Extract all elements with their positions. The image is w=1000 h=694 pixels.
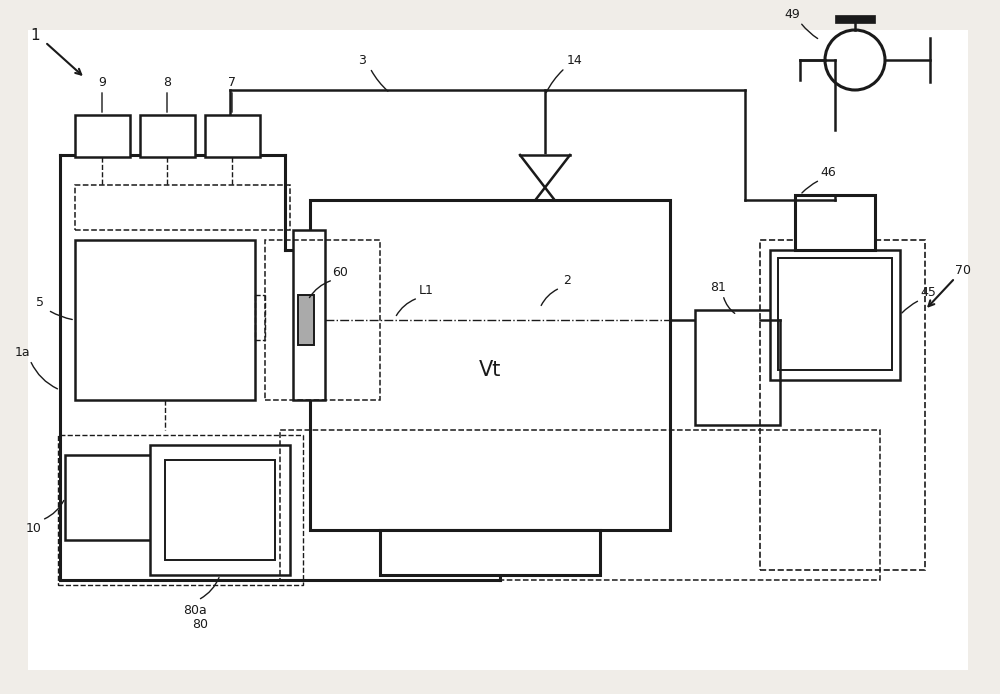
- Bar: [795, 195, 875, 250]
- Text: 45: 45: [920, 285, 936, 298]
- Bar: [835, 15, 875, 23]
- Text: 10: 10: [26, 521, 42, 534]
- Bar: [280, 430, 880, 580]
- Text: 46: 46: [820, 165, 836, 178]
- Text: 60: 60: [332, 266, 348, 278]
- Bar: [293, 230, 325, 400]
- Text: 1: 1: [30, 28, 40, 42]
- Text: 80: 80: [192, 618, 208, 632]
- Bar: [140, 115, 195, 157]
- Text: Vt: Vt: [479, 360, 501, 380]
- Bar: [75, 115, 130, 157]
- Bar: [770, 250, 900, 380]
- Text: 70: 70: [955, 264, 971, 276]
- Text: 7: 7: [228, 76, 236, 89]
- Polygon shape: [520, 155, 570, 220]
- Text: 8: 8: [163, 76, 171, 89]
- Polygon shape: [520, 155, 570, 220]
- Bar: [380, 530, 600, 575]
- Text: 81: 81: [710, 280, 726, 294]
- Text: 3: 3: [358, 53, 366, 67]
- Bar: [75, 240, 255, 400]
- Bar: [265, 240, 380, 400]
- Text: 80a: 80a: [183, 604, 207, 616]
- Text: 14: 14: [567, 53, 583, 67]
- Text: 5: 5: [36, 296, 44, 309]
- Bar: [165, 460, 275, 560]
- Bar: [75, 185, 290, 230]
- Bar: [58, 435, 303, 585]
- Text: 1a: 1a: [14, 346, 30, 359]
- Bar: [150, 445, 290, 575]
- Bar: [205, 115, 260, 157]
- Bar: [695, 310, 780, 425]
- Bar: [778, 258, 892, 370]
- Bar: [298, 295, 314, 345]
- Text: 9: 9: [98, 76, 106, 89]
- Bar: [760, 240, 925, 570]
- Text: L1: L1: [419, 284, 433, 296]
- Text: 49: 49: [784, 8, 800, 21]
- Bar: [310, 200, 670, 530]
- Text: 2: 2: [563, 273, 571, 287]
- Bar: [65, 455, 160, 540]
